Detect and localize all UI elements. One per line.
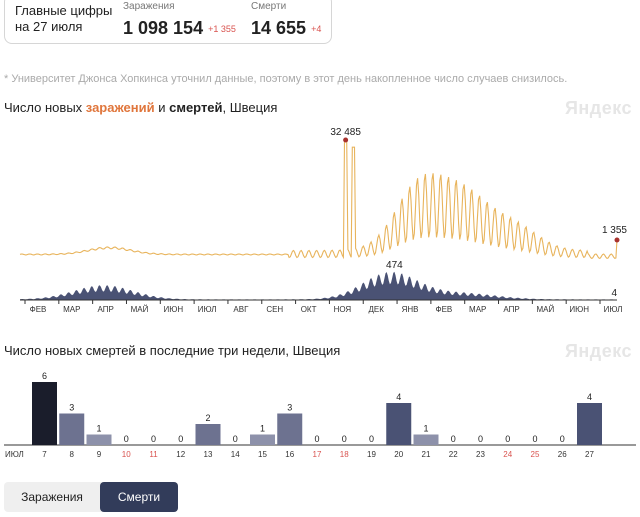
x-tick-label: 11	[149, 450, 158, 459]
bar-value-label: 0	[369, 434, 374, 444]
bar-value-label: 0	[233, 434, 238, 444]
x-tick-label: 23	[476, 450, 485, 459]
bar	[32, 382, 57, 445]
infections-last-dot	[614, 237, 620, 243]
bar-value-label: 0	[560, 434, 565, 444]
infections-stat: Заражения 1 098 154 +1 355	[123, 1, 236, 39]
tab-deaths[interactable]: Смерти	[100, 482, 178, 512]
x-tick-label: ЯНВ	[402, 305, 419, 314]
x-tick-label: 27	[585, 450, 594, 459]
x-tick-label: ОКТ	[301, 305, 317, 314]
bar-value-label: 1	[423, 424, 428, 434]
chart-infections-deaths: 32 485 1 355 474 4 ФЕВ МАР АПР МАЙ ИЮН ИЮЛ АВГ СЕН О…	[19, 127, 627, 314]
x-tick-label: ФЕВ	[30, 305, 47, 314]
yandex-logo: Яндекс	[564, 98, 632, 118]
x-tick-label: 9	[97, 450, 102, 459]
bar-value-label: 1	[96, 424, 101, 434]
series-infections-line	[19, 139, 618, 260]
x-tick-label: 24	[503, 450, 512, 459]
infections-value: 1 098 154 +1 355	[123, 18, 236, 38]
x-tick-label: 25	[531, 450, 540, 459]
bar-value-label: 0	[532, 434, 537, 444]
chart-deaths-3weeks: ИЮЛ6738190100110122130141153160170180194…	[4, 371, 636, 459]
chart2-title: Число новых смертей в последние три неде…	[4, 343, 341, 358]
bar-value-label: 6	[42, 371, 47, 381]
x-tick-label: 12	[176, 450, 185, 459]
x-tick-label: 22	[449, 450, 458, 459]
bar-value-label: 4	[396, 392, 401, 402]
tab-group: Заражения Смерти	[4, 482, 178, 512]
x-tick-label: 7	[42, 450, 47, 459]
x-tick-label: ИЮН	[163, 305, 183, 314]
x-tick-label: ДЕК	[369, 305, 385, 314]
x-tick-label: МАЙ	[536, 305, 554, 314]
bar-value-label: 0	[124, 434, 129, 444]
x-tick-label: ИЮН	[569, 305, 589, 314]
bar	[250, 434, 275, 445]
infections-last-label: 1 355	[602, 225, 627, 236]
bar	[577, 403, 602, 445]
x-tick-label: 8	[70, 450, 75, 459]
bar-value-label: 0	[451, 434, 456, 444]
x-tick-label: 17	[313, 450, 322, 459]
bar-value-label: 0	[505, 434, 510, 444]
x-tick-label: 16	[285, 450, 294, 459]
bar-value-label: 1	[260, 424, 265, 434]
x-tick-label: МАЙ	[131, 305, 149, 314]
x-tick-label: 13	[204, 450, 213, 459]
deaths-label: Смерти	[251, 1, 287, 12]
deaths-value: 14 655 +4	[251, 18, 322, 38]
x-tick-label: 18	[340, 450, 349, 459]
x-tick-label: 10	[122, 450, 131, 459]
deaths-peak-label: 474	[386, 260, 403, 271]
bar-value-label: 4	[587, 392, 592, 402]
bar-value-label: 3	[287, 403, 292, 413]
month-label: ИЮЛ	[5, 450, 24, 459]
infections-label: Заражения	[123, 1, 175, 12]
data-note: * Университет Джонса Хопкинса уточнил да…	[4, 73, 568, 85]
infections-peak-label: 32 485	[330, 127, 361, 138]
deaths-last-label: 4	[611, 288, 617, 299]
x-tick-label: НОЯ	[334, 305, 352, 314]
x-tick-label: МАР	[63, 305, 80, 314]
x-tick-label: 20	[394, 450, 403, 459]
bar	[386, 403, 412, 445]
infections-peak-dot	[343, 137, 349, 143]
bar	[59, 413, 85, 445]
x-tick-label: АВГ	[233, 305, 249, 314]
bar-value-label: 0	[314, 434, 319, 444]
tab-infections[interactable]: Заражения	[21, 490, 83, 504]
x-tick-label: МАР	[469, 305, 486, 314]
x-tick-label: СЕН	[266, 305, 283, 314]
x-tick-label: ИЮЛ	[198, 305, 217, 314]
summary-title: Главные цифры на 27 июля	[15, 3, 113, 34]
x-tick-label: 15	[258, 450, 267, 459]
infections-delta: +1 355	[208, 24, 236, 34]
x-tick-label: 19	[367, 450, 376, 459]
x-tick-label: ИЮЛ	[604, 305, 623, 314]
chart1-title: Число новых заражений и смертей, Швеция	[4, 100, 278, 115]
bar	[86, 434, 112, 445]
bar-value-label: 3	[69, 403, 74, 413]
summary-card: Главные цифры на 27 июля Заражения 1 098…	[4, 0, 332, 44]
x-tick-label: 26	[558, 450, 567, 459]
series-deaths-area	[20, 271, 617, 300]
x-tick-label: АПР	[503, 305, 519, 314]
bar	[413, 434, 439, 445]
bar	[195, 424, 221, 445]
x-tick-label: 14	[231, 450, 240, 459]
x-tick-label: ФЕВ	[435, 305, 452, 314]
x-tick-label: 21	[422, 450, 431, 459]
x-tick-label: АПР	[97, 305, 113, 314]
bar-value-label: 0	[342, 434, 347, 444]
deaths-delta: +4	[311, 24, 322, 34]
yandex-logo-2: Яндекс	[564, 341, 632, 361]
deaths-stat: Смерти 14 655 +4	[251, 1, 321, 39]
bar	[277, 413, 303, 445]
bar-value-label: 2	[205, 413, 210, 423]
bar-value-label: 0	[178, 434, 183, 444]
bar-value-label: 0	[151, 434, 156, 444]
bar-value-label: 0	[478, 434, 483, 444]
